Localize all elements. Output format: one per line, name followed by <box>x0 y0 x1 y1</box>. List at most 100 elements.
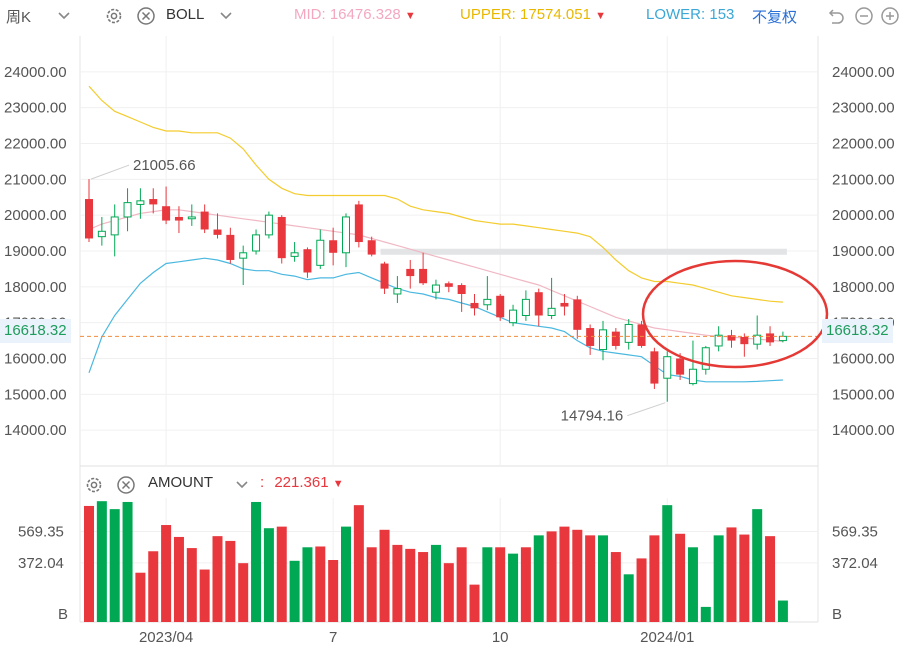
volume-bar <box>173 536 184 622</box>
zoom-in-icon[interactable] <box>880 6 900 26</box>
volume-bar <box>84 505 94 622</box>
volume-bar <box>186 548 197 622</box>
candle <box>778 331 787 343</box>
volume-bar <box>405 548 416 622</box>
right-tick-label: 24000.00 <box>832 64 895 81</box>
left-tick-label: 23000.00 <box>4 100 67 117</box>
volume-bar <box>392 544 403 622</box>
candle-body <box>534 292 543 316</box>
volume-value: 221.361 <box>274 474 329 491</box>
volume-header: AMOUNT : 221.361 ▼ <box>0 470 909 498</box>
right-tick-label: 21000.00 <box>832 171 895 188</box>
indicator-chevron-icon[interactable] <box>218 8 238 28</box>
left-price-axis: 24000.00 23000.00 22000.00 21000.00 20000.00… <box>4 64 67 439</box>
volume-right-tick: B <box>832 606 842 623</box>
volume-bar <box>251 501 262 622</box>
volume-bar <box>328 560 339 622</box>
candle-body <box>316 239 325 266</box>
candle <box>316 229 325 269</box>
candle-body <box>380 263 389 289</box>
period-selector[interactable]: 周K <box>6 6 31 27</box>
candle-body <box>419 268 428 284</box>
volume-bar <box>225 540 236 622</box>
volume-bar <box>752 509 763 622</box>
candle <box>419 252 428 286</box>
gear-icon[interactable] <box>104 6 124 26</box>
zoom-out-icon[interactable] <box>854 6 874 26</box>
volume-bar <box>199 569 210 622</box>
min-label: 14794.16 <box>561 408 624 425</box>
candle <box>740 333 749 357</box>
volume-bar <box>533 535 544 622</box>
volume-close-icon[interactable] <box>116 475 136 495</box>
indicator-name[interactable]: BOLL <box>166 6 205 23</box>
candle <box>496 294 505 321</box>
volume-bar <box>675 533 686 622</box>
candle-body <box>123 202 132 218</box>
volume-bar <box>96 501 107 622</box>
undo-icon[interactable] <box>826 6 846 26</box>
right-tick-label: 16000.00 <box>832 351 895 368</box>
candle-body <box>85 199 93 239</box>
adjust-toggle[interactable]: 不复权 <box>752 9 798 26</box>
volume-bar <box>765 536 776 622</box>
time-tick-label: 2024/01 <box>640 629 694 646</box>
volume-bar <box>276 526 287 622</box>
volume-bar <box>482 547 493 622</box>
volume-bar <box>315 546 326 622</box>
toolbar: 周K BOLL MID: 16476.328 ▼ UPPER: 17574.05… <box>0 0 909 32</box>
left-tick-label: 18000.00 <box>4 279 67 296</box>
candle-body <box>740 337 749 345</box>
candle-body <box>406 268 415 277</box>
volume-bar <box>636 558 647 622</box>
lower-label: LOWER: <box>646 6 706 23</box>
volume-bar <box>610 552 621 622</box>
upper-label: UPPER: <box>460 6 516 23</box>
volume-gear-icon[interactable] <box>84 475 104 495</box>
candle <box>303 247 312 278</box>
candle-body <box>727 335 736 341</box>
candle-body <box>778 335 787 342</box>
candle <box>521 290 530 321</box>
candle-body <box>650 351 659 384</box>
volume-bar <box>430 544 441 622</box>
volume-bar <box>687 547 698 622</box>
chevron-down-icon[interactable] <box>56 8 76 28</box>
max-leader <box>90 164 130 180</box>
volume-right-tick: 569.35 <box>832 523 878 540</box>
candle <box>714 326 723 352</box>
volume-bar <box>520 547 531 622</box>
candle <box>85 179 93 243</box>
volume-bar <box>122 501 133 622</box>
volume-bar <box>443 563 454 622</box>
volume-bar <box>289 560 300 622</box>
candle-body <box>431 284 440 293</box>
candle-body <box>213 229 222 235</box>
period-label: 周K <box>6 9 32 26</box>
candle <box>483 276 492 311</box>
candle <box>123 188 132 232</box>
grid-lines <box>79 36 819 623</box>
left-tick-label: 22000.00 <box>4 136 67 153</box>
candle <box>367 236 376 257</box>
volume-left-tick: 372.04 <box>18 555 64 572</box>
candle <box>200 204 209 234</box>
time-axis: 2023/04 7 10 2024/01 <box>139 629 694 646</box>
candle-body <box>573 299 582 330</box>
time-tick-label: 10 <box>492 629 509 646</box>
volume-bar <box>263 528 274 622</box>
candle-body <box>162 206 171 221</box>
candle <box>534 288 543 327</box>
volume-bar <box>662 505 673 622</box>
volume-chevron-icon[interactable] <box>234 477 254 497</box>
candle <box>406 259 415 289</box>
candle <box>624 319 633 350</box>
close-icon[interactable] <box>136 6 156 26</box>
candle <box>753 315 762 350</box>
volume-indicator-name[interactable]: AMOUNT <box>148 474 213 491</box>
candle-body <box>586 328 595 346</box>
candle-body <box>483 298 492 306</box>
volume-separator: : <box>260 474 265 491</box>
min-leader <box>627 402 666 417</box>
